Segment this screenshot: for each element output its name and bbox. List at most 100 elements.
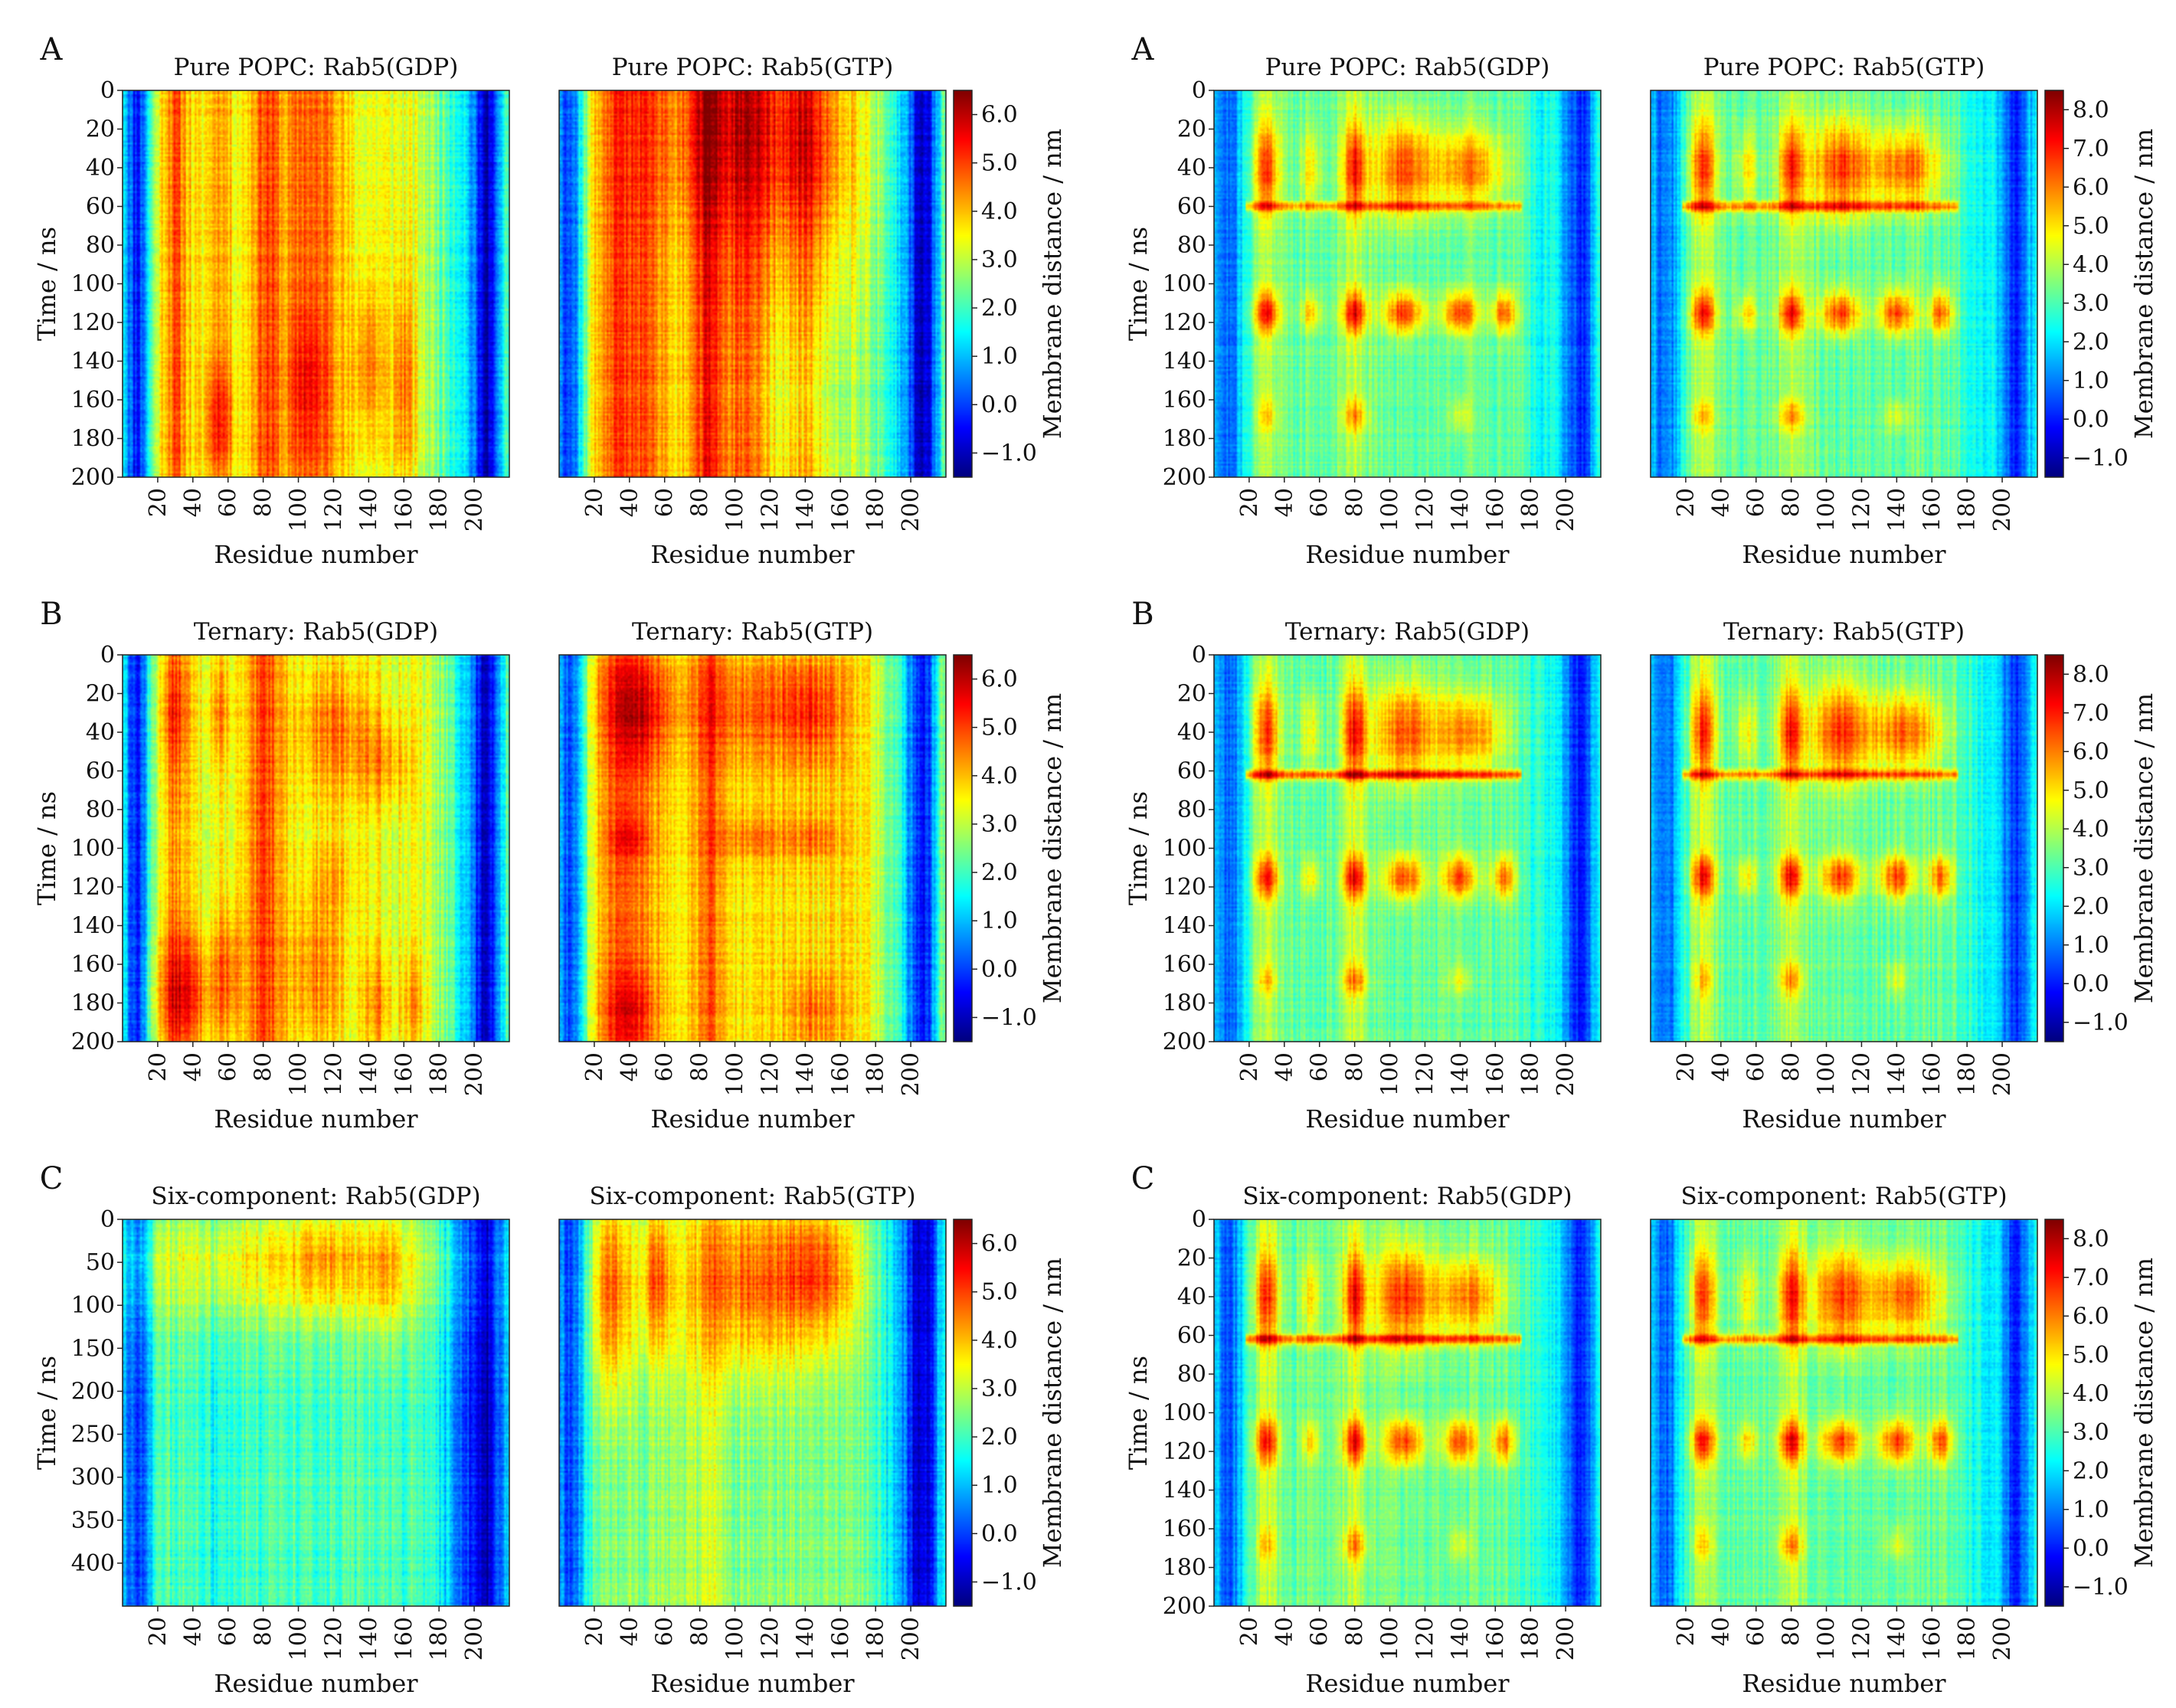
x-tick-label: 20	[1673, 488, 1700, 517]
heatmap-image	[123, 655, 509, 1042]
x-tick-label: 40	[180, 1617, 207, 1646]
x-tick-label: 120	[757, 1617, 784, 1661]
x-tick-label: 20	[145, 1617, 172, 1646]
heatmap-image	[559, 655, 946, 1042]
x-axis-label: Residue number	[1305, 1669, 1510, 1698]
y-tick-label: 120	[1163, 1438, 1206, 1465]
x-tick-label: 200	[1553, 1052, 1579, 1096]
x-tick-label: 160	[391, 1617, 417, 1661]
x-tick-label: 100	[1377, 488, 1404, 532]
colorbar-tick-label: 8.0	[2073, 1225, 2109, 1252]
x-tick-label: 40	[1708, 1617, 1735, 1646]
panel-letter: C	[40, 1161, 64, 1196]
y-tick-label: 0	[100, 642, 115, 669]
y-tick-label: 150	[71, 1335, 115, 1362]
colorbar-tick-label: 7.0	[2073, 136, 2109, 162]
x-tick-label: 60	[1307, 488, 1333, 517]
x-tick-label: 200	[898, 488, 924, 532]
x-tick-label: 80	[1342, 1052, 1369, 1081]
x-axis-label: Residue number	[1742, 1669, 1946, 1698]
colorbar-tick-label: 4.0	[981, 763, 1018, 790]
y-tick-label: 60	[1177, 758, 1206, 785]
colorbar-tick-label: 4.0	[981, 198, 1018, 225]
colorbar: −1.0 0.0 1.0 2.0 3.0 4.0 5.0 6.0 7.0 8.0 Membrane …	[2044, 1219, 2158, 1607]
y-tick-label: 140	[1163, 1477, 1206, 1504]
x-tick-label: 60	[215, 1617, 242, 1646]
x-tick-label: 80	[250, 1617, 277, 1646]
x-tick-label: 140	[792, 488, 819, 532]
x-tick-label: 180	[426, 1617, 453, 1661]
y-tick-label: 160	[1163, 387, 1206, 414]
panel-title: Ternary: Rab5(GDP)	[1285, 618, 1530, 646]
y-tick-label: 60	[86, 758, 115, 785]
y-tick-label: 160	[71, 387, 115, 414]
y-tick-label: 180	[1163, 426, 1206, 453]
y-tick-label: 160	[1163, 951, 1206, 978]
y-axis-label: Time / ns	[1124, 227, 1153, 341]
heatmap-frame	[558, 90, 947, 478]
colorbar-tick-label: 1.0	[981, 343, 1018, 370]
x-axis-label: Residue number	[1742, 1104, 1946, 1134]
heatmap-frame	[558, 1219, 947, 1607]
x-tick-label: 160	[1919, 1052, 1945, 1096]
x-tick-label: 140	[792, 1617, 819, 1661]
heatmap-panel: Six-component: Rab5(GDP) 20 40 60 80 100 120 14…	[1124, 1161, 1602, 1698]
colorbar-tick-label: −1.0	[981, 1569, 1037, 1595]
y-tick-label: 40	[1177, 719, 1206, 746]
y-tick-label: 160	[71, 951, 115, 978]
colorbar-tick-label: −1.0	[2073, 1009, 2129, 1036]
y-tick-label: 120	[71, 874, 115, 901]
x-tick-label: 60	[652, 1617, 679, 1646]
colorbar-tick-label: 0.0	[2073, 1535, 2109, 1562]
x-tick-label: 180	[1517, 488, 1544, 532]
y-tick-label: 120	[71, 309, 115, 336]
x-tick-label: 140	[1883, 1617, 1910, 1661]
panel-title: Pure POPC: Rab5(GDP)	[174, 54, 459, 81]
x-tick-label: 100	[1377, 1052, 1404, 1096]
y-tick-label: 50	[86, 1249, 115, 1276]
y-tick-label: 180	[71, 426, 115, 453]
x-tick-label: 40	[1708, 488, 1735, 517]
heatmap-panel: Pure POPC: Rab5(GTP) 20 40 60 80 100 120 140 160…	[558, 54, 947, 569]
x-tick-label: 160	[1482, 1617, 1509, 1661]
heatmap-frame	[1650, 1219, 2038, 1607]
x-tick-label: 100	[286, 1617, 312, 1661]
heatmap-panel: Pure POPC: Rab5(GDP) 20 40 60 80 100 120 140 160…	[1124, 32, 1602, 569]
panel-title: Six-component: Rab5(GTP)	[1680, 1183, 2007, 1210]
colorbar-tick-label: 5.0	[2073, 213, 2109, 240]
colorbar-gradient	[2045, 90, 2063, 477]
panel-title: Ternary: Rab5(GTP)	[1723, 618, 1965, 646]
x-tick-label: 100	[1377, 1617, 1404, 1661]
colorbar-tick-label: 0.0	[981, 956, 1018, 983]
y-axis-label: Time / ns	[32, 227, 61, 341]
colorbar-tick-label: 5.0	[981, 150, 1018, 177]
colorbar-tick-label: −1.0	[2073, 1574, 2129, 1601]
colorbar-tick-label: −1.0	[981, 440, 1037, 466]
y-tick-label: 100	[1163, 836, 1206, 862]
y-tick-label: 180	[71, 990, 115, 1017]
panel-letter: A	[1131, 32, 1155, 67]
colorbar-gradient	[954, 1219, 972, 1606]
x-tick-label: 140	[355, 488, 382, 532]
x-tick-label: 140	[1883, 1052, 1910, 1096]
colorbar-tick-label: 8.0	[2073, 97, 2109, 123]
colorbar-tick-label: 3.0	[981, 811, 1018, 838]
x-tick-label: 140	[1447, 1052, 1474, 1096]
x-tick-label: 160	[1482, 488, 1509, 532]
x-tick-label: 140	[355, 1052, 382, 1096]
colorbar-tick-label: 8.0	[2073, 661, 2109, 688]
y-tick-label: 200	[1163, 1593, 1206, 1620]
y-tick-label: 0	[1192, 642, 1206, 669]
colorbar-gradient	[954, 90, 972, 477]
y-tick-label: 100	[71, 271, 115, 298]
x-tick-label: 200	[1553, 488, 1579, 532]
x-tick-label: 160	[1482, 1052, 1509, 1096]
x-tick-label: 100	[722, 1052, 749, 1096]
colorbar-tick-label: 1.0	[981, 908, 1018, 934]
colorbar-tick-label: −1.0	[981, 1004, 1037, 1031]
colorbar-label: Membrane distance / nm	[1038, 129, 1067, 439]
x-tick-label: 60	[1743, 488, 1770, 517]
x-tick-label: 120	[1848, 488, 1875, 532]
x-tick-label: 180	[1517, 1052, 1544, 1096]
